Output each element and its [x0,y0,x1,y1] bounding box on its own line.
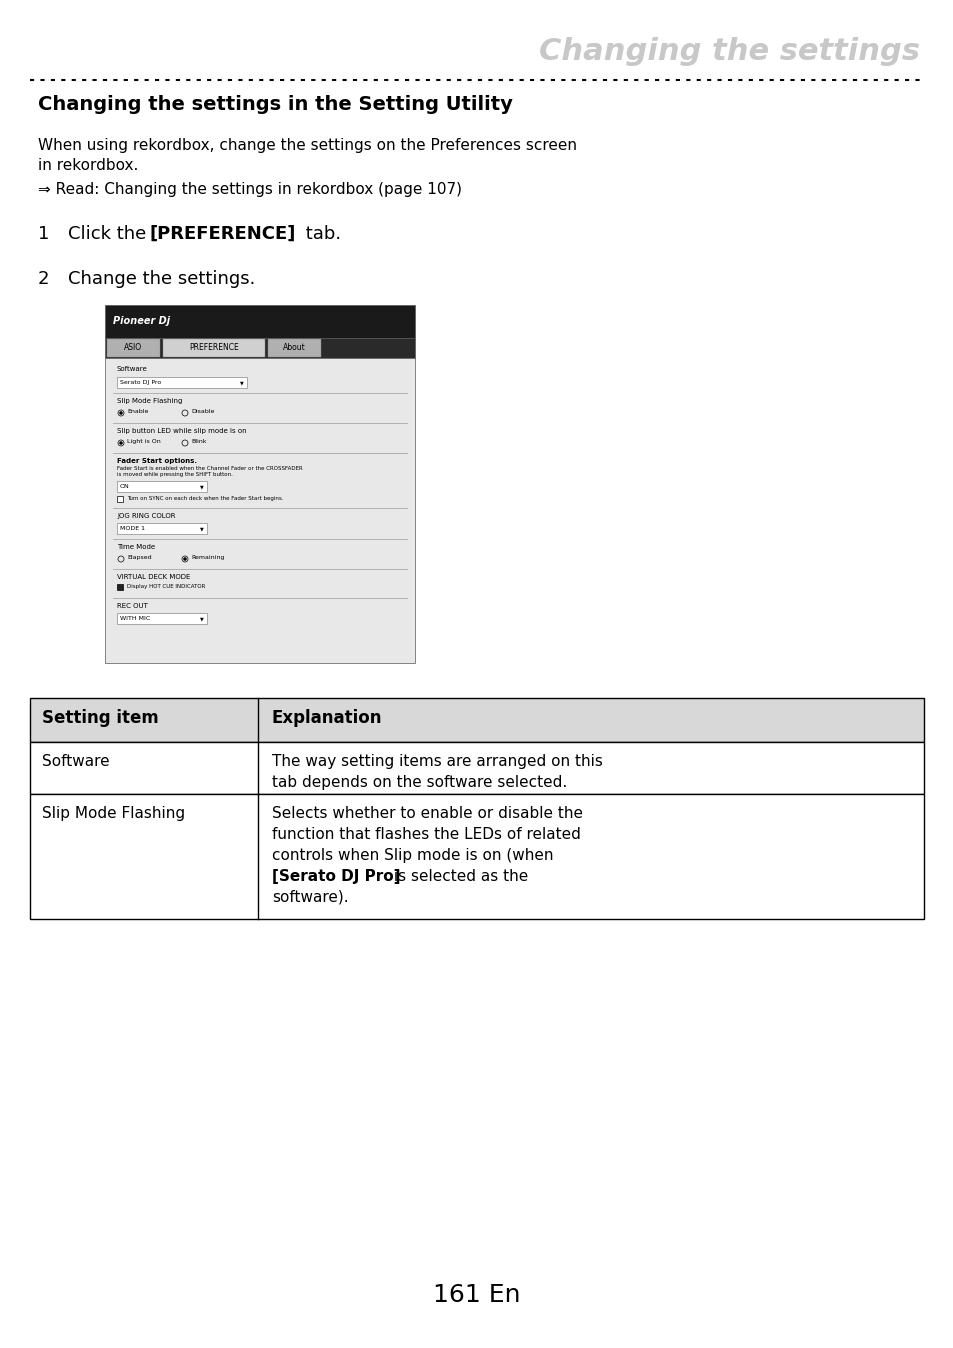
Text: is moved while pressing the SHIFT button.: is moved while pressing the SHIFT button… [117,472,233,477]
Text: Fader Start is enabled when the Channel Fader or the CROSSFADER: Fader Start is enabled when the Channel … [117,466,302,470]
Text: WITH MIC: WITH MIC [120,616,150,621]
Bar [117,584,123,590]
Text: Fader Start options.: Fader Start options. [117,458,197,464]
Text: Change the settings.: Change the settings. [68,270,255,288]
Bar [105,338,415,359]
Text: Serato DJ Pro: Serato DJ Pro [120,380,161,386]
Text: [PREFERENCE]: [PREFERENCE] [150,225,296,243]
Text: Remaining: Remaining [191,555,224,559]
Text: ▼: ▼ [200,616,204,621]
Text: Blink: Blink [191,439,206,443]
Bar [30,698,923,741]
Text: Slip button LED while slip mode is on: Slip button LED while slip mode is on [117,429,247,434]
Text: REC OUT: REC OUT [117,603,148,609]
Text: Disable: Disable [191,408,214,414]
Text: JOG RING COLOR: JOG RING COLOR [117,514,175,519]
Text: Display HOT CUE INDICATOR: Display HOT CUE INDICATOR [127,584,205,589]
Text: ▼: ▼ [200,526,204,531]
Text: The way setting items are arranged on this: The way setting items are arranged on th… [272,754,602,768]
Text: 1: 1 [38,225,50,243]
Text: Selects whether to enable or disable the: Selects whether to enable or disable the [272,806,582,821]
Text: Enable: Enable [127,408,149,414]
Text: PREFERENCE: PREFERENCE [189,344,238,352]
Text: Slip Mode Flashing: Slip Mode Flashing [117,398,182,404]
Bar [105,305,415,338]
Bar [163,338,265,357]
Bar [117,523,207,534]
Text: MODE 1: MODE 1 [120,526,145,531]
Bar [117,377,247,388]
Bar [107,338,160,357]
Text: When using rekordbox, change the settings on the Preferences screen: When using rekordbox, change the setting… [38,137,577,154]
Bar [30,741,923,794]
Text: Elapsed: Elapsed [127,555,152,559]
Text: Changing the settings in the Setting Utility: Changing the settings in the Setting Uti… [38,94,513,115]
Text: ⇒ Read: Changing the settings in rekordbox (page 107): ⇒ Read: Changing the settings in rekordb… [38,182,461,197]
Bar [268,338,320,357]
Text: Light is On: Light is On [127,439,161,443]
Bar [117,496,123,501]
Text: function that flashes the LEDs of related: function that flashes the LEDs of relate… [272,828,580,842]
Text: software).: software). [272,890,348,905]
Text: Setting item: Setting item [42,709,158,727]
Text: Changing the settings: Changing the settings [538,38,919,66]
Text: 2: 2 [38,270,50,288]
Text: VIRTUAL DECK MODE: VIRTUAL DECK MODE [117,574,191,580]
Text: tab depends on the software selected.: tab depends on the software selected. [272,775,567,790]
Text: Pioneer Dj: Pioneer Dj [112,317,170,326]
Text: ON: ON [120,484,130,489]
Text: tab.: tab. [299,225,341,243]
Text: ASIO: ASIO [124,344,142,352]
Bar [30,794,923,919]
Text: [Serato DJ Pro]: [Serato DJ Pro] [272,869,400,884]
Text: Explanation: Explanation [272,709,382,727]
Text: Software: Software [42,754,110,768]
Text: Software: Software [117,367,148,372]
Text: Click the: Click the [68,225,152,243]
Bar [105,359,415,663]
Text: Slip Mode Flashing: Slip Mode Flashing [42,806,185,821]
Text: in rekordbox.: in rekordbox. [38,158,138,173]
Text: 161 En: 161 En [433,1283,520,1308]
Text: ▼: ▼ [200,484,204,489]
Bar [117,481,207,492]
Text: is selected as the: is selected as the [389,869,528,884]
Circle shape [183,558,186,561]
Bar [117,613,207,624]
Circle shape [119,442,122,445]
Text: Turn on SYNC on each deck when the Fader Start begins.: Turn on SYNC on each deck when the Fader… [127,496,283,501]
Text: ▼: ▼ [240,380,244,386]
Text: About: About [283,344,306,352]
Text: Time Mode: Time Mode [117,545,155,550]
Text: controls when Slip mode is on (when: controls when Slip mode is on (when [272,848,553,863]
Circle shape [119,411,122,414]
